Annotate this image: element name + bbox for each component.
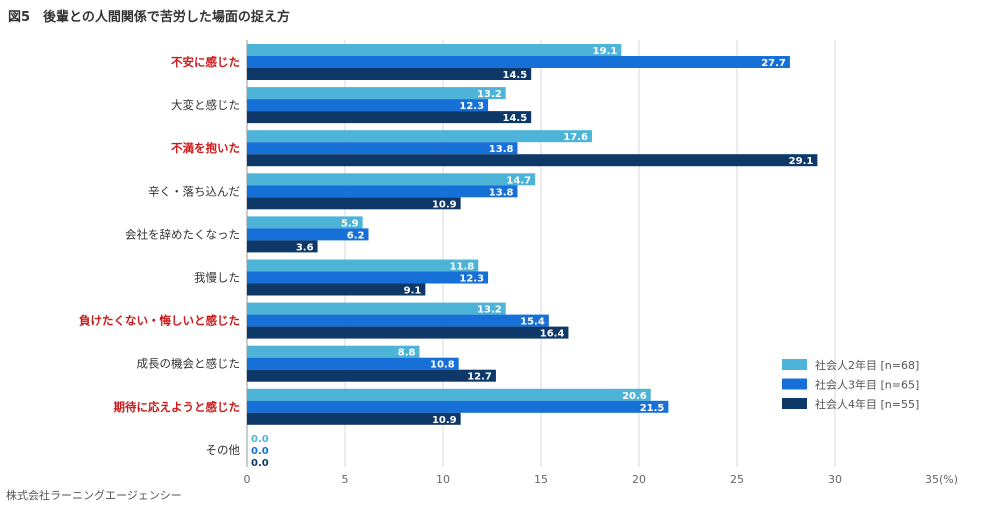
bar (247, 357, 459, 370)
category-label: 大変と感じた (171, 98, 240, 112)
category-label: 会社を辞めたくなった (125, 227, 240, 241)
data-label: 12.3 (459, 101, 484, 112)
data-label: 27.7 (761, 58, 786, 69)
bar (247, 283, 426, 296)
data-label: 16.4 (540, 329, 565, 340)
bar (247, 259, 479, 272)
bar (247, 412, 461, 425)
category-label: 成長の機会と感じた (137, 357, 241, 371)
data-label: 13.2 (477, 89, 502, 100)
bar (247, 228, 369, 241)
category-label: 不満を抱いた (171, 141, 240, 155)
bar (247, 197, 461, 210)
data-label: 12.3 (459, 274, 484, 285)
data-label: 0.0 (251, 434, 269, 445)
bar (247, 87, 506, 100)
bar (247, 68, 532, 80)
data-label: 10.8 (430, 360, 455, 371)
bar (247, 56, 790, 68)
x-tick-label: 35(%) (925, 473, 958, 486)
bar (247, 240, 318, 253)
bar (247, 302, 506, 315)
bar (247, 314, 549, 327)
category-label: 負けたくない・悔しいと感じた (79, 314, 240, 328)
bar (247, 345, 420, 358)
bar (247, 216, 363, 229)
bar (247, 173, 536, 186)
data-label: 13.8 (489, 144, 514, 155)
bar (247, 388, 651, 401)
legend-label: 社会人3年目 [n=65] (815, 378, 919, 392)
legend-swatch (782, 378, 807, 390)
data-label: 0.0 (251, 458, 269, 469)
data-label: 13.2 (477, 305, 502, 316)
source-credit: 株式会社ラーニングエージェンシー (6, 489, 182, 502)
x-tick-label: 10 (436, 473, 450, 486)
bar (247, 271, 489, 284)
x-tick-label: 5 (342, 473, 349, 486)
data-label: 8.8 (398, 348, 416, 359)
bar (247, 99, 489, 112)
data-label: 10.9 (432, 415, 457, 426)
legend-swatch (782, 398, 807, 409)
data-label: 0.0 (251, 446, 269, 457)
category-label: 辛く・落ち込んだ (148, 184, 240, 198)
bar (247, 400, 669, 413)
bar (247, 326, 569, 339)
data-label: 29.1 (789, 156, 814, 167)
x-tick-label: 0 (244, 473, 251, 486)
bar (247, 142, 518, 155)
x-tick-label: 15 (534, 473, 548, 486)
data-label: 13.8 (489, 187, 514, 198)
data-label: 17.6 (563, 132, 588, 143)
data-label: 5.9 (341, 218, 359, 229)
chart-title: 図5 後輩との人間関係で苦労した場面の捉え方 (8, 10, 290, 25)
data-label: 20.6 (622, 391, 647, 402)
bar (247, 154, 818, 167)
legend-swatch (782, 359, 807, 370)
category-label: 我慢した (194, 271, 240, 285)
x-tick-label: 25 (730, 473, 744, 486)
bar (247, 130, 592, 143)
category-label: その他 (206, 443, 241, 457)
data-label: 14.7 (506, 175, 531, 186)
legend-label: 社会人4年目 [n=55] (815, 397, 919, 411)
data-label: 19.1 (593, 46, 618, 57)
category-label: 期待に応えようと感じた (114, 400, 241, 414)
data-label: 14.5 (503, 70, 528, 81)
data-label: 21.5 (640, 403, 665, 414)
data-label: 12.7 (467, 372, 492, 383)
data-label: 15.4 (520, 317, 545, 328)
bar (247, 111, 532, 124)
data-label: 14.5 (503, 113, 528, 124)
x-tick-label: 20 (632, 473, 646, 486)
bar (247, 185, 518, 198)
data-label: 3.6 (296, 242, 314, 253)
legend-label: 社会人2年目 [n=68] (815, 358, 919, 372)
x-tick-label: 30 (828, 473, 842, 486)
data-label: 6.2 (347, 230, 365, 241)
data-label: 9.1 (404, 286, 422, 297)
bar (247, 44, 622, 56)
data-label: 10.9 (432, 199, 457, 210)
bar (247, 369, 496, 382)
data-label: 11.8 (450, 262, 475, 273)
category-label: 不安に感じた (171, 55, 240, 69)
